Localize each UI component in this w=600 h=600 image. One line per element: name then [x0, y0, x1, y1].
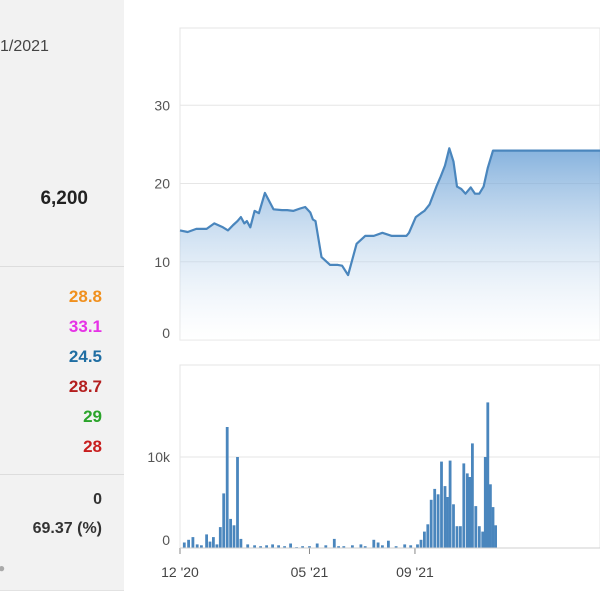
volume-bar	[409, 545, 413, 548]
volume-bar	[359, 544, 363, 548]
volume-bar	[351, 545, 354, 548]
volume-bar	[246, 544, 250, 548]
volume-bar	[239, 538, 243, 548]
volume-bar	[222, 493, 226, 548]
volume-y-tick-label: 10k	[147, 449, 171, 465]
stat-value-5: 29	[83, 407, 102, 426]
stat-value-1: 28.8	[68, 287, 102, 306]
x-axis-tick-label: 09 '21	[396, 564, 434, 580]
volume-bar	[253, 545, 256, 548]
price-area-fill	[180, 148, 600, 340]
volume-bar	[205, 534, 208, 548]
info-icon: ●	[0, 561, 6, 575]
volume-bar	[225, 427, 229, 548]
volume-bar	[452, 504, 455, 548]
volume-bar	[426, 524, 430, 548]
section-divider	[0, 474, 124, 475]
chart-area: 0 10 20 30 0 10k 12 '20 05 '21 09 '21	[124, 0, 600, 600]
volume-bar	[443, 486, 447, 548]
volume-bar	[229, 518, 232, 548]
volume-bar	[259, 546, 262, 548]
volume-bar	[236, 457, 239, 548]
volume-bar	[446, 497, 449, 548]
volume-bar	[394, 546, 398, 548]
price-value: 6,200	[40, 188, 88, 209]
stat-value-2: 33.1	[68, 317, 102, 336]
volume-bar	[265, 545, 268, 548]
extra-value-1: 0	[93, 491, 102, 508]
volume-bar	[436, 494, 440, 548]
price-line	[179, 147, 600, 277]
volume-bar	[491, 507, 495, 548]
volume-bar	[332, 538, 336, 548]
volume-bar	[381, 545, 384, 548]
volume-bar	[283, 546, 286, 548]
volume-bar	[423, 531, 426, 548]
volume-bar	[483, 457, 487, 548]
volume-bar	[363, 546, 367, 548]
volume-bar	[403, 544, 407, 548]
volume-bar	[419, 539, 423, 548]
stock-info-panel: 1/2021 6,200 28.8 33.1 24.5 28.7 29 28 0…	[0, 0, 124, 591]
volume-bar	[440, 461, 443, 548]
volume-bar	[481, 531, 485, 548]
volume-bar	[486, 402, 490, 548]
volume-bar	[277, 545, 280, 548]
price-y-tick-label: 30	[154, 97, 170, 113]
extra-value-2: 69.37 (%)	[32, 520, 102, 537]
volume-bar	[477, 526, 481, 548]
stat-value-6: 28	[83, 437, 102, 456]
volume-bar	[215, 544, 219, 548]
price-volume-chart: 0 10 20 30 0 10k 12 '20 05 '21 09 '21	[147, 27, 600, 580]
volume-bar	[448, 460, 452, 548]
stat-value-3: 24.5	[68, 347, 102, 366]
volume-bar	[372, 539, 376, 548]
volume-bar	[308, 546, 311, 548]
volume-bar	[342, 546, 346, 548]
section-divider	[0, 266, 124, 267]
date-label: 1/2021	[0, 38, 49, 55]
volume-y-tick-label: 0	[162, 532, 170, 548]
volume-bar	[208, 541, 212, 548]
volume-bar	[433, 488, 437, 548]
volume-bar	[459, 526, 462, 548]
volume-bar	[416, 544, 419, 548]
price-y-tick-label: 0	[162, 325, 170, 341]
volume-bar	[187, 539, 190, 548]
volume-bar	[471, 443, 474, 548]
volume-bar	[191, 537, 195, 548]
volume-bar	[376, 542, 380, 548]
volume-bar	[195, 544, 199, 548]
volume-bar	[218, 527, 222, 548]
volume-bar	[212, 537, 215, 548]
volume-bar	[462, 463, 466, 548]
volume-bar	[271, 544, 274, 548]
price-y-tick-label: 10	[154, 254, 170, 270]
x-axis-tick-label: 05 '21	[291, 564, 329, 580]
volume-bar	[232, 525, 236, 549]
volume-bar	[315, 543, 319, 548]
volume-bar	[465, 473, 469, 548]
x-axis-tick-label: 12 '20	[161, 564, 199, 580]
volume-bar	[182, 542, 186, 548]
volume-bar	[289, 543, 292, 548]
volume-bar	[455, 526, 459, 548]
volume-bar	[489, 484, 492, 548]
price-y-tick-label: 20	[154, 176, 170, 192]
volume-bar	[474, 506, 478, 548]
volume-bar	[429, 499, 433, 548]
volume-bar	[387, 540, 390, 548]
volume-bar	[301, 546, 304, 548]
volume-bar	[468, 477, 472, 548]
stat-value-4: 28.7	[68, 377, 102, 396]
volume-bar	[200, 545, 203, 548]
volume-bar	[337, 546, 340, 548]
volume-bar	[324, 545, 328, 548]
volume-bar	[494, 525, 497, 549]
